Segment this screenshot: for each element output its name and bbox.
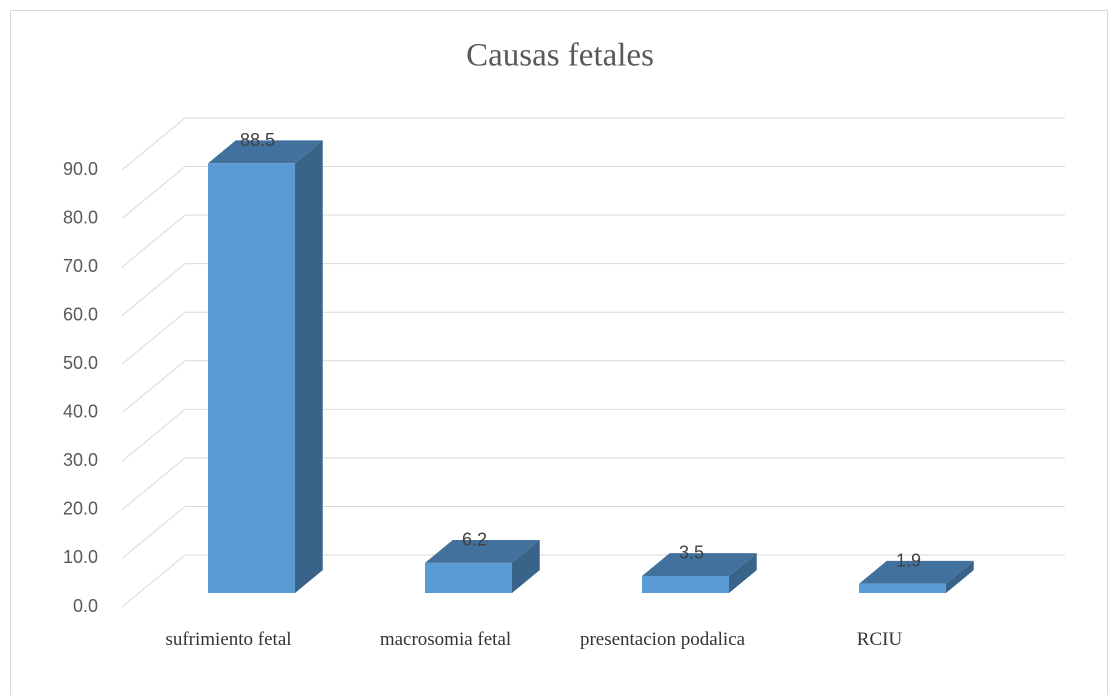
- bar-side: [946, 560, 974, 593]
- data-label: 1.9: [896, 550, 921, 570]
- data-label: 6.2: [462, 530, 487, 550]
- y-tick-label: 40.0: [63, 402, 98, 422]
- bar: [208, 140, 323, 593]
- grid-line: [121, 408, 186, 462]
- grid-line: [121, 506, 186, 559]
- y-tick-label: 50.0: [63, 353, 98, 373]
- bar-front: [425, 562, 513, 593]
- bar-side: [295, 140, 323, 593]
- bar-side: [512, 539, 540, 593]
- bar-front: [208, 163, 296, 593]
- y-tick-label: 20.0: [63, 499, 98, 519]
- y-tick-label: 80.0: [63, 207, 98, 227]
- grid-line: [121, 166, 186, 219]
- grid-line: [121, 263, 186, 317]
- bar: [642, 553, 757, 593]
- y-tick-label: 10.0: [63, 547, 98, 567]
- bar: [859, 560, 974, 593]
- bar-top: [425, 539, 540, 563]
- grid-line: [121, 554, 186, 608]
- y-tick-label: 60.0: [63, 304, 98, 324]
- grid-line: [121, 360, 186, 414]
- x-tick-label: presentacion podalica: [579, 629, 746, 650]
- grid-line: [121, 457, 186, 511]
- data-label: 3.5: [679, 543, 704, 563]
- y-tick-label: 0.0: [73, 596, 98, 616]
- y-tick-label: 90.0: [63, 159, 98, 179]
- bar-top: [859, 560, 974, 584]
- y-tick-label: 70.0: [63, 256, 98, 276]
- chart-border: [10, 10, 1108, 695]
- data-label: 88.5: [240, 130, 275, 150]
- bar-top: [208, 140, 323, 164]
- x-tick-label: macrosomia fetal: [379, 629, 512, 650]
- grid-line: [121, 311, 186, 365]
- bar-side: [729, 553, 757, 593]
- y-tick-label: 30.0: [63, 450, 98, 470]
- chart-title: Causas fetales: [466, 38, 654, 74]
- x-tick-label: RCIU: [856, 629, 903, 650]
- grid-line: [121, 117, 186, 171]
- x-tick-label: sufrimiento fetal: [165, 629, 292, 650]
- bar-front: [642, 575, 730, 593]
- bar-front: [859, 583, 947, 593]
- grid-line: [121, 214, 186, 268]
- bar-top: [642, 553, 757, 576]
- bar: [425, 539, 540, 593]
